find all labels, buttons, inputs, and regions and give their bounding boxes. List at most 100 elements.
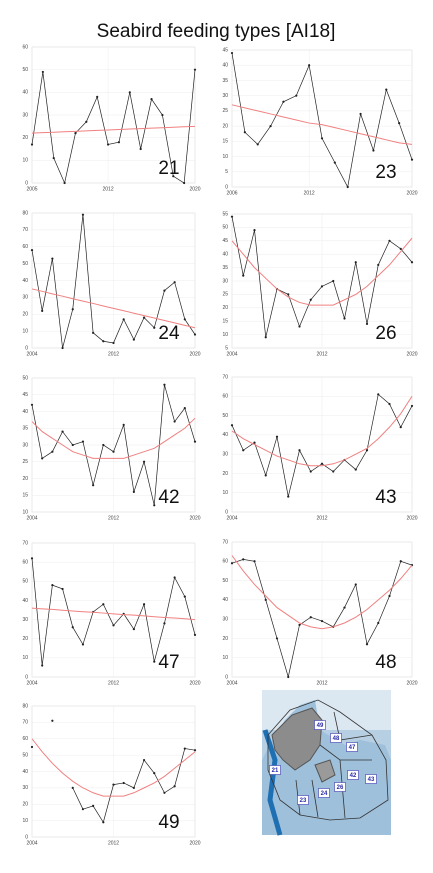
y-tick-label: 30 [22,112,28,118]
data-point [122,318,125,321]
x-tick-label: 2012 [108,515,119,521]
panel-label: 48 [375,652,396,673]
y-tick-label: 15 [222,319,228,325]
data-point [253,560,256,563]
map-zone-label: 42 [350,773,357,779]
y-tick-label: 80 [22,210,28,216]
data-point [377,263,380,267]
data-point [51,450,54,453]
y-tick-label: 45 [222,47,228,53]
y-tick-label: 60 [222,394,228,400]
y-tick-label: 30 [22,295,28,301]
x-tick-label: 2012 [108,840,119,846]
x-tick-label: 2020 [406,190,417,196]
y-tick-label: 35 [222,78,228,84]
y-tick-label: 25 [222,108,228,114]
y-tick-label: 15 [222,139,228,145]
data-point [287,495,290,498]
data-point [30,745,34,749]
y-tick-label: 50 [22,752,28,758]
x-tick-label: 2020 [189,515,200,521]
trend-line [31,288,196,329]
data-point [377,621,380,625]
data-point [230,424,234,427]
data-point [399,426,402,429]
x-tick-label: 2004 [26,840,37,846]
data-point [388,239,391,242]
data-point [354,261,357,264]
data-point [132,628,135,631]
data-point [298,325,301,328]
panel: 0 10 20 30 40 50 60 70 2004 2012 2020 48 [222,539,417,686]
data-point [399,560,402,563]
trend-line [231,237,413,306]
data-point [410,158,414,161]
data-point [242,274,245,277]
y-tick-label: 25 [222,292,228,298]
data-point [30,249,34,252]
panel-label: 47 [158,652,179,673]
x-tick-label: 2004 [26,680,37,686]
plot-area [231,49,413,188]
x-tick-label: 2012 [316,351,327,357]
data-point [142,316,146,319]
data-point [163,383,166,386]
data-point [264,474,267,477]
data-point [309,298,312,301]
data-point [359,112,362,116]
data-point [163,622,166,625]
data-point [183,407,186,410]
x-tick-label: 2004 [26,515,37,521]
data-point [102,821,105,824]
data-point [385,88,388,91]
x-tick-label: 2006 [226,190,237,196]
panel-label: 21 [158,158,179,179]
data-point [275,637,279,640]
data-point [230,215,234,218]
data-point [193,633,197,636]
y-tick-label: 60 [22,244,28,250]
data-point [71,308,74,311]
x-tick-label: 2004 [226,680,237,686]
data-point [112,341,115,345]
map-deep [262,729,283,836]
data-point [372,149,375,152]
map-zone-label: 43 [368,777,375,783]
data-point [298,623,301,627]
y-tick-label: 20 [222,123,228,129]
data-point [173,576,176,579]
data-point [377,393,380,396]
map-zone-label: 26 [337,785,344,791]
data-point [399,247,402,250]
data-point [142,758,146,762]
data-point [85,120,88,123]
map-zone-label: 21 [272,768,279,774]
panel-label: 42 [158,487,179,508]
trend-line [231,396,413,467]
map-zone-label: 47 [349,745,356,751]
x-tick-label: 2020 [189,186,200,192]
data-point [163,289,166,292]
data-point [193,749,197,752]
data-point [71,626,74,629]
map-zone-badge [297,795,309,805]
data-point [63,181,66,185]
data-point [61,346,64,350]
y-tick-label: 25 [22,459,28,465]
data-point [173,420,176,423]
y-tick-label: 30 [22,617,28,623]
data-point [410,404,414,408]
y-tick-label: 35 [222,265,228,271]
data-point [132,490,135,493]
data-point [243,131,246,134]
x-tick-label: 2020 [406,515,417,521]
panel: 10 15 20 25 30 35 40 45 50 2004 2012 2020 42 [22,375,200,521]
y-tick-label: 5 [225,169,228,175]
data-point [332,470,335,473]
data-point [193,440,197,443]
x-tick-label: 2004 [26,351,37,357]
data-point [298,449,301,452]
data-point [92,484,95,487]
y-tick-label: 45 [222,238,228,244]
y-tick-label: 0 [25,834,28,840]
